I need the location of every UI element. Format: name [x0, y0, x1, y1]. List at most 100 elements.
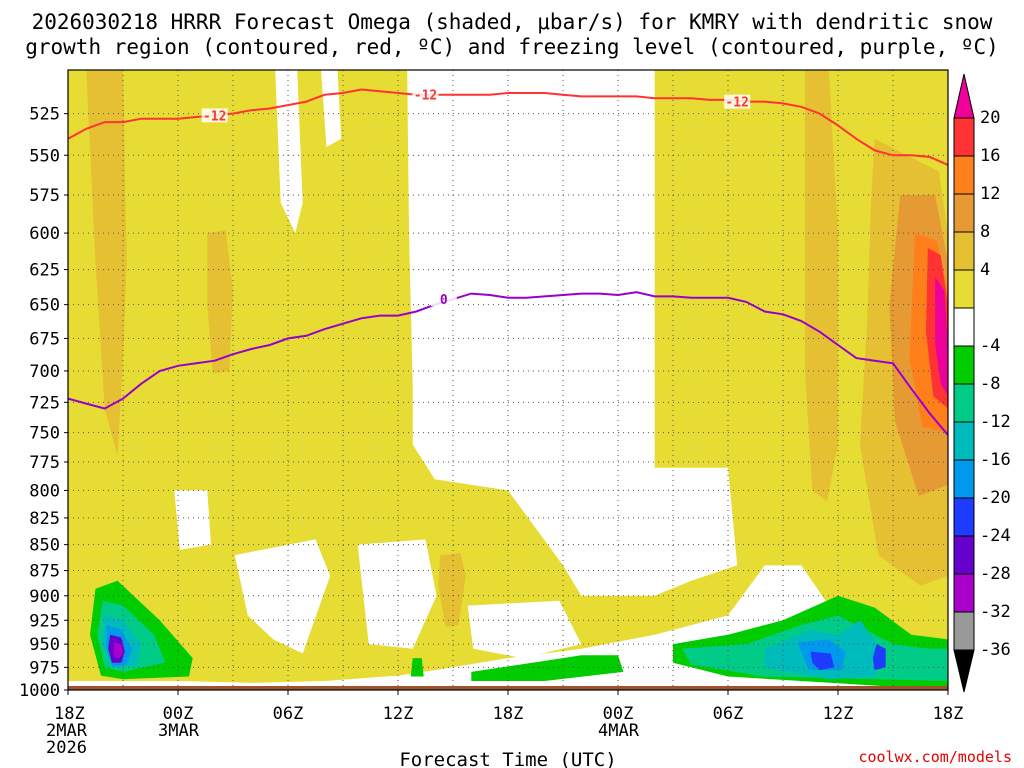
y-tick-label: 1000	[19, 681, 60, 701]
y-tick-label: 875	[29, 562, 60, 582]
x-tick-label: 18Z	[933, 704, 964, 724]
colorbar-segment	[953, 535, 975, 575]
x-tick-label: 12Z	[383, 704, 414, 724]
omega-neutral-region	[357, 539, 437, 649]
y-tick-label: 550	[29, 146, 60, 166]
omega-neutral-region	[321, 70, 342, 148]
colorbar-label: 8	[980, 222, 990, 242]
omega-neutral-region	[174, 490, 211, 550]
omega-region-neg20	[810, 651, 835, 671]
colorbar-label: -4	[980, 336, 1000, 356]
chart-title-line2: growth region (contoured, red, ºC) and f…	[25, 35, 999, 59]
colorbar-label: -24	[980, 526, 1011, 546]
colorbar-segment	[953, 383, 975, 423]
omega-region-pos24	[935, 276, 948, 397]
omega-neutral-region	[275, 70, 303, 234]
x-axis-label: Forecast Time (UTC)	[399, 749, 616, 768]
colorbar-label: 4	[980, 260, 990, 280]
colorbar-segment	[953, 497, 975, 537]
y-tick-label: 975	[29, 658, 60, 678]
y-tick-label: 675	[29, 329, 60, 349]
plot-area: -12 -12 -12 0	[68, 70, 948, 690]
colorbar-segment	[953, 193, 975, 233]
y-tick-label: 700	[29, 362, 60, 382]
omega-neutral-region	[234, 539, 331, 654]
colorbar-segment	[953, 231, 975, 271]
freezing-level-line	[68, 291, 948, 436]
colorbar-label: 12	[980, 184, 1000, 204]
omega-neutral-region	[407, 70, 738, 596]
contour-label-bg	[724, 94, 751, 109]
y-tick-label: 775	[29, 453, 60, 473]
y-tick-label: 525	[29, 105, 60, 125]
omega-region-pos8	[86, 70, 127, 457]
contour-label-bg	[412, 87, 439, 102]
y-tick-label: 900	[29, 587, 60, 607]
y-tick-label: 725	[29, 393, 60, 413]
omega-neutral-gaps	[174, 70, 738, 659]
x-tick-label: 00Z	[163, 704, 194, 724]
colorbar-segment	[953, 459, 975, 499]
colorbar-segment	[953, 269, 975, 309]
contour-label-bg	[201, 108, 228, 123]
colorbar-label: -8	[980, 374, 1000, 394]
y-tick-label: 800	[29, 481, 60, 501]
colorbar-segment	[953, 421, 975, 461]
x-tick-label: 18Z	[54, 704, 85, 724]
y-tick-label: 750	[29, 424, 60, 444]
y-tick-label: 950	[29, 635, 60, 655]
x-tick-label: 06Z	[273, 704, 304, 724]
colorbar-label: -28	[980, 564, 1011, 584]
colorbar-label: -12	[980, 412, 1011, 432]
y-tick-label: 825	[29, 509, 60, 529]
chart-title-line1: 2026030218 HRRR Forecast Omega (shaded, …	[32, 10, 993, 34]
pressure-axis: 525 550 575 600 625 650 675 700 725 750 775 800 825 8…	[19, 105, 68, 701]
colorbar-label: -16	[980, 450, 1011, 470]
omega-region-neg28	[113, 642, 123, 659]
credit-link[interactable]: coolwx.com/models	[858, 748, 1012, 766]
omega-region-neg20	[872, 644, 886, 671]
omega-region-pos8	[207, 230, 233, 374]
y-tick-label: 600	[29, 224, 60, 244]
colorbar-label: 20	[980, 108, 1000, 128]
y-tick-label: 625	[29, 261, 60, 281]
x-tick-label: 4MAR	[598, 721, 640, 741]
colorbar-segment	[953, 573, 975, 613]
x-tick-label: 12Z	[823, 704, 854, 724]
grid	[68, 70, 948, 690]
omega-region-pos8	[805, 70, 838, 502]
contour-label: -12	[414, 89, 437, 104]
omega-region-pos8	[438, 553, 466, 627]
x-tick-label: 3MAR	[158, 721, 200, 741]
omega-region-neg4	[410, 658, 424, 677]
colorbar-bottom-arrow	[953, 649, 975, 693]
y-tick-label: 850	[29, 536, 60, 556]
contour-label: 0	[440, 293, 448, 308]
omega-neutral-region	[530, 70, 598, 305]
colorbar-segment	[953, 345, 975, 385]
x-tick-label: 18Z	[493, 704, 524, 724]
y-tick-label: 575	[29, 186, 60, 206]
colorbar-segment	[953, 611, 975, 651]
colorbar: 20 16 12 8 4 -4 -8 -12 -16 -20 -24 -28 -32 -36	[953, 73, 1011, 693]
colorbar-segment	[953, 155, 975, 195]
contour-label-bg	[430, 292, 457, 307]
x-tick-label: 00Z	[603, 704, 634, 724]
colorbar-segment	[953, 117, 975, 157]
x-tick-label: 2MAR	[46, 721, 88, 741]
omega-region-neg4	[471, 655, 624, 681]
y-tick-label: 925	[29, 611, 60, 631]
terrain-strip	[68, 686, 948, 690]
colorbar-label: 16	[980, 146, 1000, 166]
x-tick-label: 06Z	[713, 704, 744, 724]
x-tick-label: 2026	[46, 738, 87, 758]
colorbar-segment	[953, 307, 975, 347]
contour-label: -12	[203, 109, 226, 124]
colorbar-label: -20	[980, 488, 1011, 508]
contour-label: -12	[725, 96, 748, 111]
colorbar-label: -32	[980, 602, 1011, 622]
y-tick-label: 650	[29, 296, 60, 316]
colorbar-label: -36	[980, 640, 1011, 660]
